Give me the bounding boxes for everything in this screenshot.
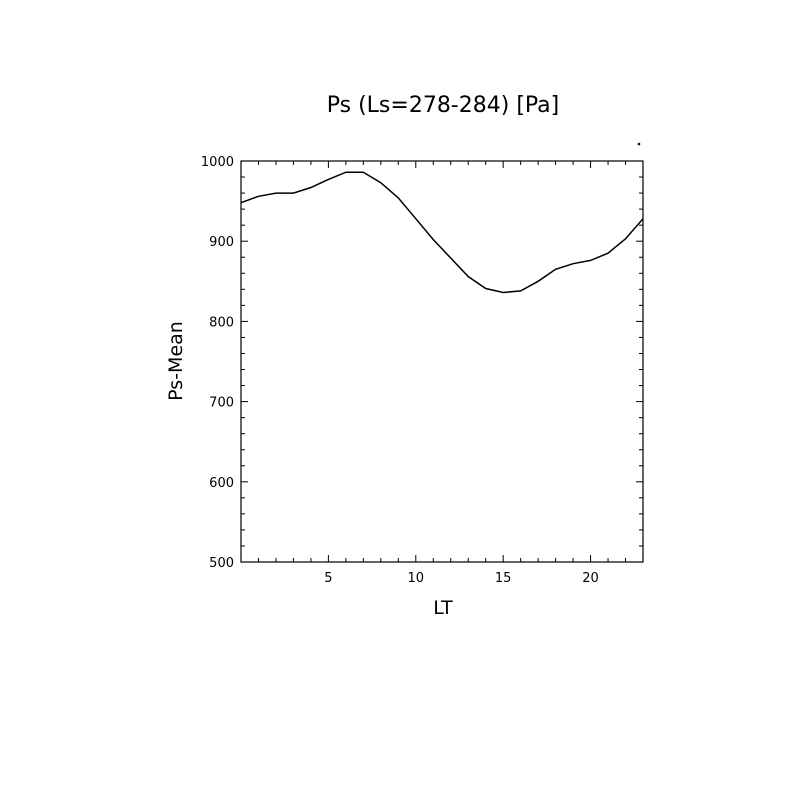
corner-dot [637,142,641,146]
axis-ticks [240,160,644,563]
series-line [240,171,644,294]
x-tick-label: 15 [495,571,512,586]
y-tick-label: 500 [209,556,234,571]
y-tick-label: 1000 [201,155,234,170]
x-axis-label: LT [433,597,453,619]
y-tick-label: 900 [209,235,234,250]
x-tick-label: 5 [324,571,332,586]
y-tick-label: 700 [209,396,234,411]
y-axis-label: Ps-Mean [165,321,187,401]
tick-labels: 5 10 15 20 500 600 700 800 900 1000 [201,155,599,586]
x-tick-label: 10 [408,571,425,586]
chart-title: Ps (Ls=278-284) [Pa] [327,93,560,118]
plot-frame [240,160,644,563]
y-tick-label: 800 [209,315,234,330]
y-tick-label: 600 [209,476,234,491]
x-tick-label: 20 [582,571,599,586]
